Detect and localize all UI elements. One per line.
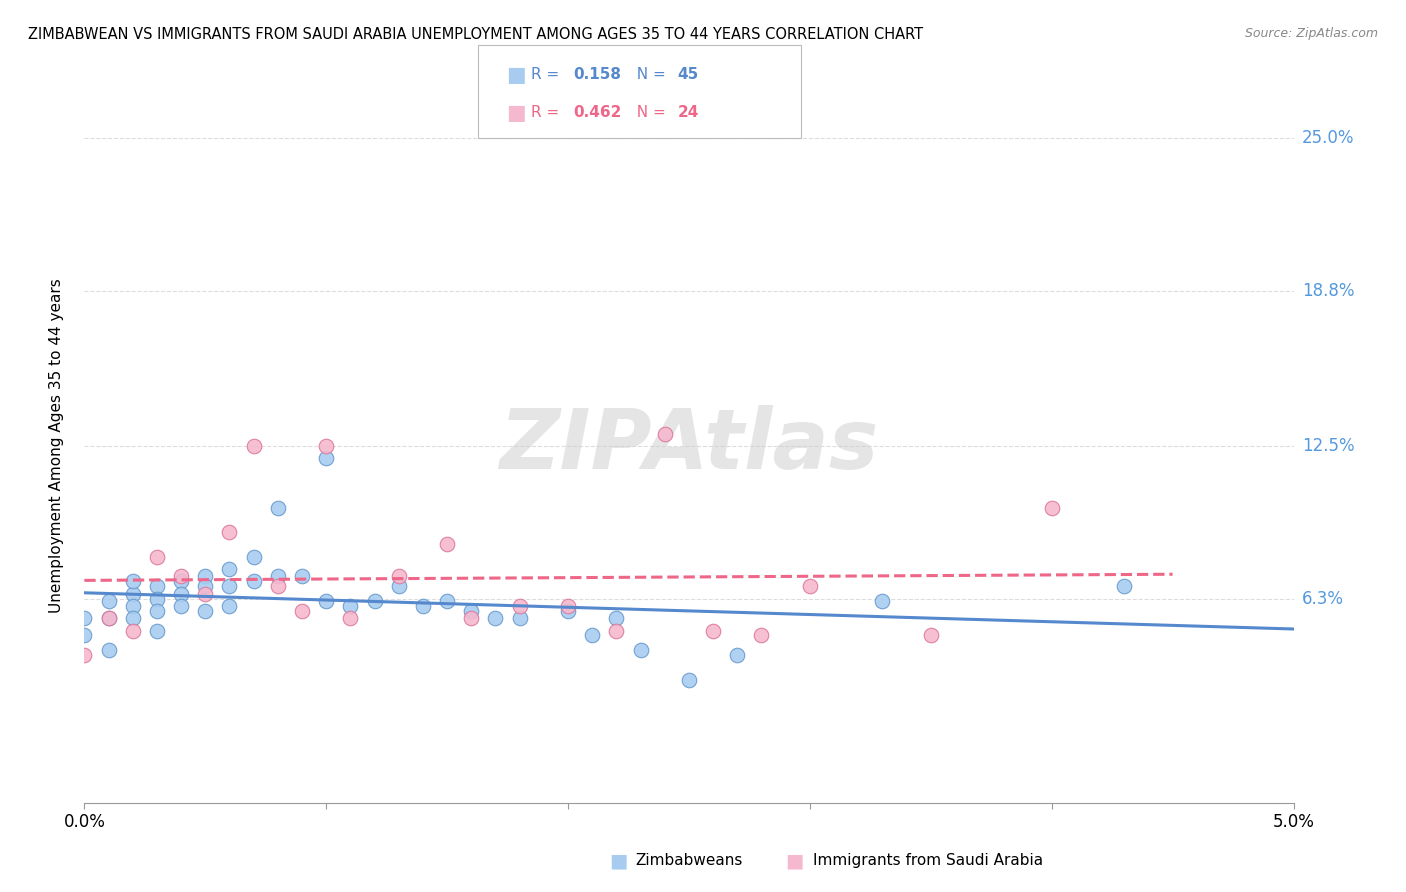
- Point: [1040, 500, 1063, 515]
- Point: [73, 628, 96, 642]
- Point: [146, 624, 169, 638]
- Point: [315, 439, 337, 453]
- Point: [339, 599, 361, 613]
- Point: [751, 628, 773, 642]
- Point: [291, 604, 314, 618]
- Point: [121, 599, 143, 613]
- Point: [267, 500, 290, 515]
- Point: [97, 611, 120, 625]
- Point: [557, 599, 579, 613]
- Point: [121, 624, 143, 638]
- Point: [557, 604, 579, 618]
- Point: [388, 579, 411, 593]
- Point: [920, 628, 942, 642]
- Point: [194, 604, 217, 618]
- Point: [315, 451, 337, 466]
- Text: Immigrants from Saudi Arabia: Immigrants from Saudi Arabia: [813, 854, 1043, 868]
- Text: 45: 45: [678, 67, 699, 82]
- Text: R =: R =: [531, 105, 565, 120]
- Text: Source: ZipAtlas.com: Source: ZipAtlas.com: [1244, 27, 1378, 40]
- Point: [363, 594, 385, 608]
- Point: [194, 587, 217, 601]
- Point: [630, 643, 652, 657]
- Y-axis label: Unemployment Among Ages 35 to 44 years: Unemployment Among Ages 35 to 44 years: [49, 278, 63, 614]
- Text: ■: ■: [609, 851, 628, 871]
- Point: [170, 574, 193, 589]
- Text: ZIPAtlas: ZIPAtlas: [499, 406, 879, 486]
- Text: N =: N =: [627, 67, 671, 82]
- Point: [146, 604, 169, 618]
- Text: ■: ■: [506, 103, 526, 123]
- Text: 24: 24: [678, 105, 699, 120]
- Point: [218, 599, 240, 613]
- Point: [678, 673, 700, 687]
- Text: ■: ■: [785, 851, 804, 871]
- Point: [73, 611, 96, 625]
- Point: [73, 648, 96, 662]
- Point: [170, 587, 193, 601]
- Point: [218, 562, 240, 576]
- Text: 12.5%: 12.5%: [1302, 437, 1354, 455]
- Point: [509, 599, 531, 613]
- Point: [97, 611, 120, 625]
- Text: 6.3%: 6.3%: [1302, 590, 1344, 607]
- Point: [97, 643, 120, 657]
- Point: [146, 549, 169, 564]
- Point: [799, 579, 821, 593]
- Point: [194, 579, 217, 593]
- Text: ■: ■: [506, 65, 526, 85]
- Point: [242, 549, 264, 564]
- Point: [97, 594, 120, 608]
- Point: [872, 594, 894, 608]
- Point: [581, 628, 603, 642]
- Point: [339, 611, 361, 625]
- Point: [267, 569, 290, 583]
- Point: [605, 624, 627, 638]
- Point: [1114, 579, 1136, 593]
- Point: [218, 525, 240, 540]
- Text: ZIMBABWEAN VS IMMIGRANTS FROM SAUDI ARABIA UNEMPLOYMENT AMONG AGES 35 TO 44 YEAR: ZIMBABWEAN VS IMMIGRANTS FROM SAUDI ARAB…: [28, 27, 924, 42]
- Point: [702, 624, 724, 638]
- Text: N =: N =: [627, 105, 671, 120]
- Text: 25.0%: 25.0%: [1302, 129, 1354, 147]
- Point: [725, 648, 748, 662]
- Point: [315, 594, 337, 608]
- Point: [170, 569, 193, 583]
- Point: [242, 439, 264, 453]
- Point: [436, 537, 458, 551]
- Point: [121, 574, 143, 589]
- Point: [436, 594, 458, 608]
- Text: R =: R =: [531, 67, 565, 82]
- Point: [218, 579, 240, 593]
- Point: [412, 599, 434, 613]
- Point: [267, 579, 290, 593]
- Text: 18.8%: 18.8%: [1302, 282, 1354, 300]
- Point: [654, 426, 676, 441]
- Point: [291, 569, 314, 583]
- Point: [146, 579, 169, 593]
- Point: [194, 569, 217, 583]
- Point: [484, 611, 506, 625]
- Point: [121, 611, 143, 625]
- Point: [509, 611, 531, 625]
- Point: [121, 587, 143, 601]
- Point: [170, 599, 193, 613]
- Point: [146, 591, 169, 606]
- Text: 0.462: 0.462: [574, 105, 621, 120]
- Point: [388, 569, 411, 583]
- Point: [460, 604, 482, 618]
- Text: Zimbabweans: Zimbabweans: [636, 854, 742, 868]
- Text: 0.158: 0.158: [574, 67, 621, 82]
- Point: [605, 611, 627, 625]
- Point: [242, 574, 264, 589]
- Point: [460, 611, 482, 625]
